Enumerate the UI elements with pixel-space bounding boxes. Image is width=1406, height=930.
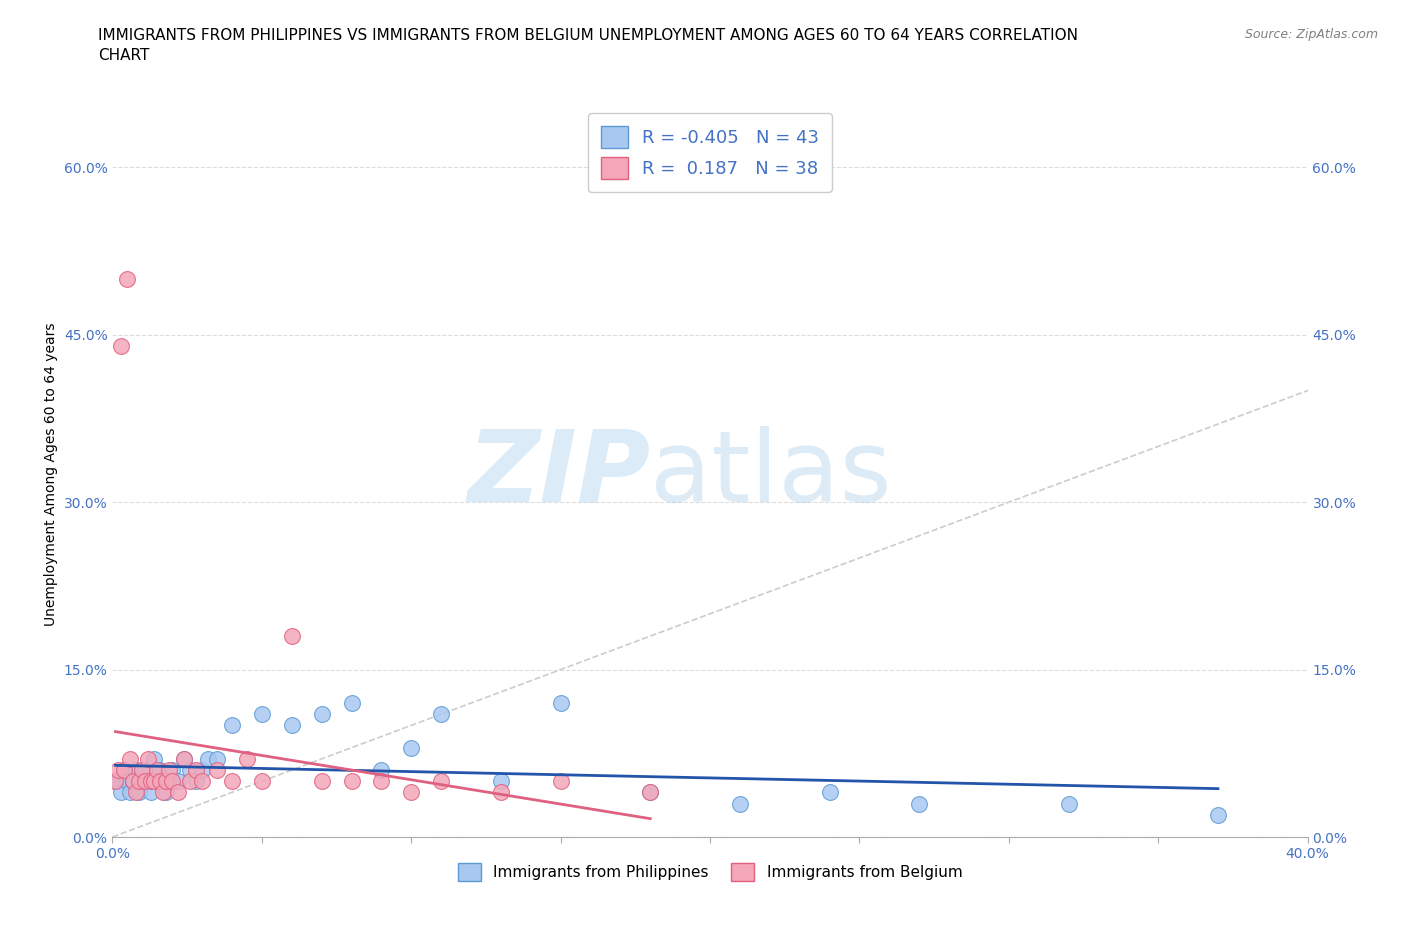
Point (149, 763, 172, 777)
Point (311, 707, 333, 722)
Point (430, 707, 453, 722)
Point (141, 774, 163, 789)
Text: Source: ZipAtlas.com: Source: ZipAtlas.com (1244, 28, 1378, 41)
Point (120, 785, 142, 800)
Point (401, 785, 423, 800)
Point (186, 763, 208, 777)
Point (131, 774, 153, 789)
Point (146, 763, 169, 777)
Text: ZIP: ZIP (467, 426, 651, 523)
Point (340, 696, 363, 711)
Point (110, 785, 132, 800)
Point (138, 751, 160, 766)
Point (640, 785, 662, 800)
Point (157, 774, 180, 789)
Text: atlas: atlas (651, 426, 891, 523)
Point (191, 763, 214, 777)
Point (179, 774, 201, 789)
Point (152, 774, 174, 789)
Point (134, 763, 156, 777)
Point (149, 774, 172, 789)
Point (146, 774, 169, 789)
Point (640, 785, 662, 800)
Point (197, 751, 219, 766)
Point (728, 796, 751, 811)
Point (550, 774, 572, 789)
Point (117, 774, 139, 789)
Point (155, 785, 177, 800)
Point (489, 785, 512, 800)
Point (162, 763, 183, 777)
Point (128, 785, 150, 800)
Point (370, 774, 392, 789)
Point (114, 763, 135, 777)
Point (1206, 807, 1229, 822)
Point (128, 774, 150, 789)
Point (167, 785, 190, 800)
Point (370, 763, 392, 777)
Point (818, 785, 841, 800)
Point (107, 763, 129, 777)
Point (131, 763, 153, 777)
Point (125, 785, 148, 800)
Point (550, 696, 572, 711)
Point (143, 751, 166, 766)
Point (281, 718, 304, 733)
Point (311, 774, 333, 789)
Point (236, 751, 259, 766)
Point (134, 774, 156, 789)
Point (205, 763, 228, 777)
Legend: Immigrants from Philippines, Immigrants from Belgium: Immigrants from Philippines, Immigrants … (451, 857, 969, 887)
Point (186, 774, 208, 789)
Point (167, 774, 190, 789)
Point (221, 774, 243, 789)
Point (120, 751, 142, 766)
Point (110, 339, 132, 353)
Point (155, 774, 177, 789)
Point (221, 718, 243, 733)
Point (250, 774, 273, 789)
Point (104, 774, 127, 789)
Point (489, 774, 512, 789)
Point (104, 774, 127, 789)
Point (340, 774, 363, 789)
Point (122, 774, 145, 789)
Point (191, 774, 214, 789)
Point (125, 763, 148, 777)
Point (205, 751, 228, 766)
Point (250, 707, 273, 722)
Point (152, 785, 174, 800)
Y-axis label: Unemployment Among Ages 60 to 64 years: Unemployment Among Ages 60 to 64 years (44, 323, 58, 626)
Point (157, 763, 180, 777)
Point (281, 629, 304, 644)
Point (141, 785, 163, 800)
Point (117, 272, 139, 286)
Point (122, 774, 145, 789)
Point (162, 774, 183, 789)
Point (107, 774, 129, 789)
Point (143, 774, 166, 789)
Point (173, 751, 195, 766)
Point (430, 774, 453, 789)
Point (114, 763, 135, 777)
Point (1057, 796, 1080, 811)
Point (908, 796, 931, 811)
Text: IMMIGRANTS FROM PHILIPPINES VS IMMIGRANTS FROM BELGIUM UNEMPLOYMENT AMONG AGES 6: IMMIGRANTS FROM PHILIPPINES VS IMMIGRANT… (98, 28, 1078, 62)
Point (138, 774, 160, 789)
Point (401, 740, 423, 755)
Point (173, 751, 195, 766)
Point (179, 763, 201, 777)
